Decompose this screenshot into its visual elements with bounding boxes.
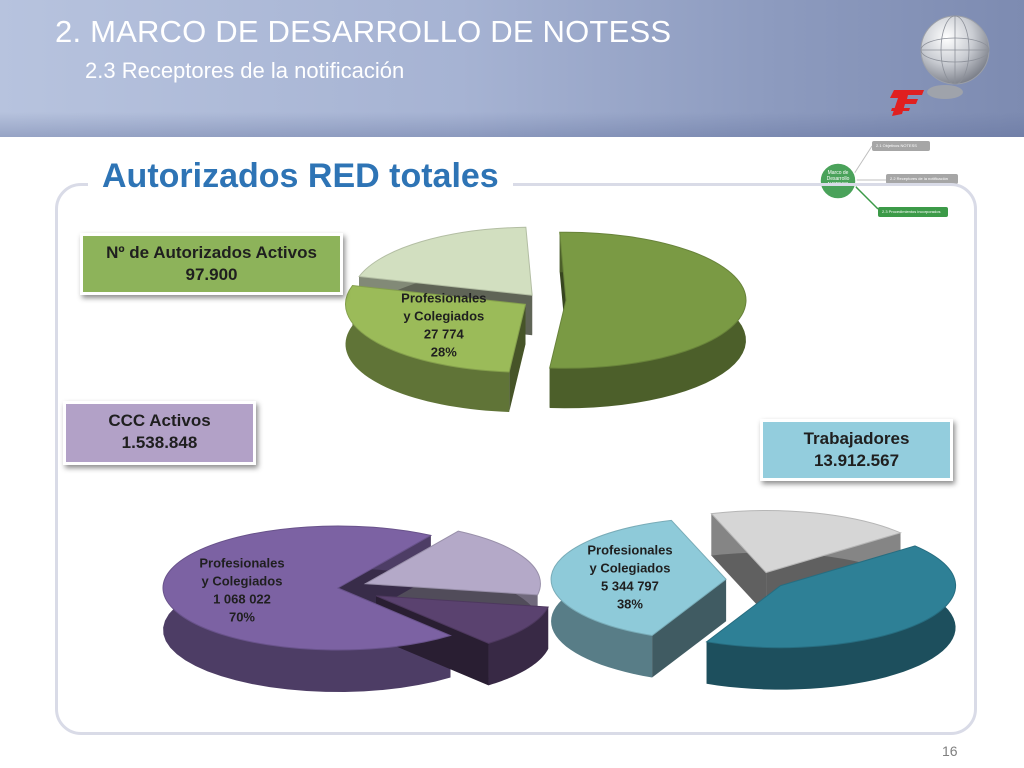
navigation-map: Marco de Desarrollo NOTESS 2.1 Objetivos… bbox=[812, 137, 982, 222]
pie-slice-0-0 bbox=[549, 231, 747, 369]
card-trabajadores-label: Trabajadores bbox=[803, 429, 910, 448]
brand-logo bbox=[890, 90, 924, 116]
slice-label-line: y Colegiados bbox=[403, 308, 484, 323]
content-frame bbox=[55, 183, 977, 735]
pie-chart-trabajadores: Profesionales y Colegiados 5 344 797 38% bbox=[550, 510, 957, 690]
slice-label-line: y Colegiados bbox=[202, 573, 283, 588]
card-ccc: CCC Activos 1.538.848 bbox=[63, 401, 256, 465]
slice-label-line: Profesionales bbox=[587, 542, 672, 557]
card-autorizados-label: Nº de Autorizados Activos bbox=[106, 243, 317, 262]
slice-label-line: 28% bbox=[431, 344, 457, 359]
slide-title: 2. MARCO DE DESARROLLO DE NOTESS bbox=[55, 14, 672, 49]
slice-label-line: y Colegiados bbox=[590, 560, 671, 575]
nav-map-connectors bbox=[819, 145, 886, 210]
pie-slice-label-2: Profesionales y Colegiados 5 344 797 38% bbox=[587, 542, 672, 611]
card-ccc-label: CCC Activos bbox=[108, 411, 211, 430]
card-trabajadores: Trabajadores 13.912.567 bbox=[760, 419, 953, 481]
pie-slice-label-0: Profesionales y Colegiados 27 774 28% bbox=[401, 290, 486, 359]
header-shade bbox=[0, 112, 1024, 137]
pie-chart-ccc: Profesionales y Colegiados 1 068 022 70% bbox=[162, 525, 549, 692]
slice-label-line: 70% bbox=[229, 609, 255, 624]
card-trabajadores-value: 13.912.567 bbox=[813, 451, 900, 470]
slice-label-line: Profesionales bbox=[199, 555, 284, 570]
pie-slice-0-1 bbox=[345, 284, 527, 373]
pie-slice-2-0 bbox=[550, 519, 727, 637]
card-autorizados: Nº de Autorizados Activos 97.900 bbox=[80, 233, 343, 295]
pie-slice-2-1 bbox=[710, 510, 902, 574]
pie-slice-0-2 bbox=[358, 226, 533, 296]
pie-slice-1-1 bbox=[363, 530, 541, 596]
pie-slice-label-1: Profesionales y Colegiados 1 068 022 70% bbox=[199, 555, 284, 624]
nav-center-line-1: Marco de bbox=[827, 170, 849, 176]
section-title: Autorizados RED totales bbox=[88, 157, 513, 196]
slice-label-line: 27 774 bbox=[424, 326, 465, 341]
slice-label-line: 1 068 022 bbox=[213, 591, 271, 606]
nav-item-objetivos[interactable]: 2.1 Objetivos NOTESS bbox=[872, 141, 930, 151]
slice-label-line: 38% bbox=[617, 596, 643, 611]
pie-chart-autorizados: Profesionales y Colegiados 27 774 28% bbox=[345, 226, 747, 412]
page-number: 16 bbox=[942, 743, 958, 759]
slice-label-line: Profesionales bbox=[401, 290, 486, 305]
card-ccc-value: 1.538.848 bbox=[121, 433, 198, 452]
pie-slice-1-2 bbox=[375, 595, 549, 644]
globe-icon bbox=[920, 15, 990, 99]
slide-subtitle: 2.3 Receptores de la notificación bbox=[85, 58, 405, 83]
card-autorizados-value: 97.900 bbox=[185, 265, 238, 284]
pie-slice-2-2 bbox=[705, 545, 957, 649]
slide-header bbox=[0, 0, 1024, 137]
nav-item-procedimientos[interactable]: 2.3 Procedimientos incorporados bbox=[878, 207, 948, 217]
nav-center-line-2: Desarrollo bbox=[826, 176, 850, 182]
pie-slice-1-0 bbox=[162, 525, 452, 651]
nav-item-receptores[interactable]: 2.2 Receptores de la notificación bbox=[886, 174, 958, 184]
slice-label-line: 5 344 797 bbox=[601, 578, 659, 593]
